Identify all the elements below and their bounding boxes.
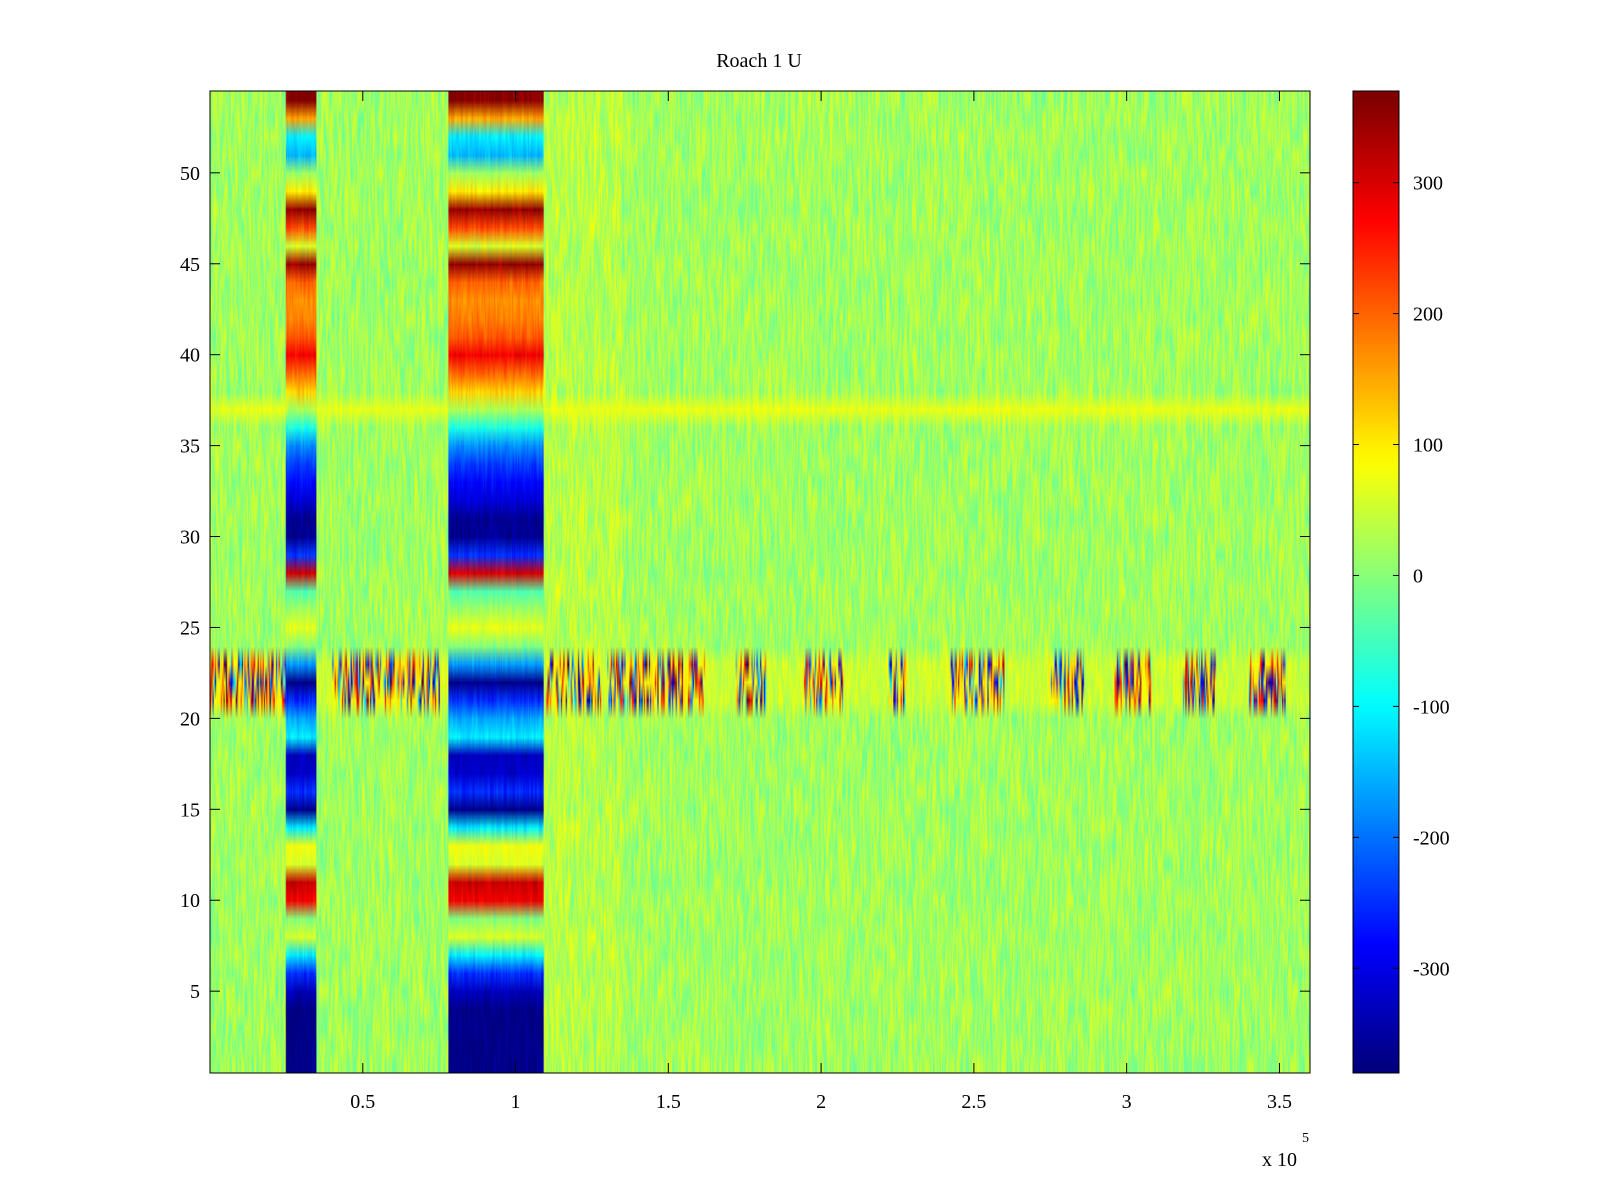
plot-area bbox=[209, 90, 1311, 1074]
colorbar-tick-label: -200 bbox=[1413, 827, 1450, 849]
y-tick-label: 20 bbox=[180, 708, 200, 730]
x-axis: 0.5 1 1.5 2 2.5 3 3.5 bbox=[350, 91, 1292, 1113]
y-tick-label: 35 bbox=[180, 436, 200, 458]
colorbar: 300 200 100 0 -100 -200 -300 bbox=[1352, 90, 1450, 1074]
x-tick-label: 0.5 bbox=[350, 1091, 375, 1113]
colorbar-tick-label: 100 bbox=[1413, 435, 1443, 457]
y-tick-label: 10 bbox=[180, 890, 200, 912]
y-tick-label: 50 bbox=[180, 163, 200, 185]
x-tick-label: 1 bbox=[511, 1091, 521, 1113]
y-tick-label: 45 bbox=[180, 254, 200, 276]
colorbar-tick-label: -300 bbox=[1413, 958, 1450, 980]
colorbar-image bbox=[1353, 91, 1399, 1073]
y-tick-label: 15 bbox=[180, 799, 200, 821]
heatmap-image bbox=[210, 91, 1310, 1073]
x-exponent-power: 5 bbox=[1302, 1131, 1309, 1146]
x-exponent-label: x 10 bbox=[1262, 1149, 1297, 1171]
y-tick-label: 40 bbox=[180, 345, 200, 367]
colorbar-tick-label: -100 bbox=[1413, 696, 1450, 718]
colorbar-ticks: 300 200 100 0 -100 -200 -300 bbox=[1353, 173, 1450, 980]
chart-title: Roach 1 U bbox=[716, 50, 802, 72]
colorbar-tick-label: 0 bbox=[1413, 565, 1423, 587]
x-tick-label: 1.5 bbox=[656, 1091, 681, 1113]
x-tick-label: 2.5 bbox=[961, 1091, 986, 1113]
y-tick-label: 5 bbox=[190, 981, 200, 1003]
x-tick-label: 3.5 bbox=[1267, 1091, 1292, 1113]
y-axis: 5 10 15 20 25 30 35 40 45 50 bbox=[180, 163, 1310, 1003]
colorbar-tick-label: 300 bbox=[1413, 173, 1443, 195]
colorbar-frame bbox=[1352, 90, 1400, 1074]
plot-frame bbox=[209, 90, 1311, 1074]
y-tick-label: 30 bbox=[180, 527, 200, 549]
colorbar-tick-label: 200 bbox=[1413, 304, 1443, 326]
x-tick-label: 3 bbox=[1122, 1091, 1132, 1113]
y-tick-label: 25 bbox=[180, 617, 200, 639]
x-tick-label: 2 bbox=[816, 1091, 826, 1113]
